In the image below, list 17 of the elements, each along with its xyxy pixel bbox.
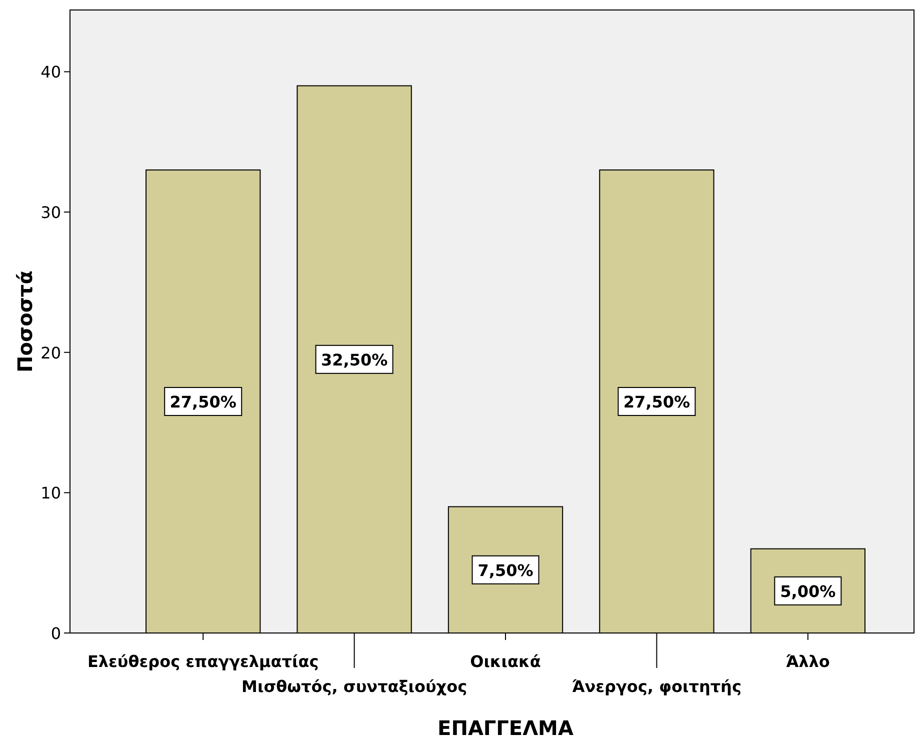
y-tick-label: 0 <box>50 624 61 643</box>
x-tick-label: Ελεύθερος επαγγελματίας <box>87 652 319 671</box>
annotation: 5,00% <box>780 582 836 601</box>
y-tick-label: 10 <box>40 484 61 503</box>
annotation: 32,50% <box>320 350 388 370</box>
x-tick-label: Άνεργος, φοιτητής <box>572 677 742 696</box>
annotation: 27,50% <box>170 392 236 412</box>
x-tick-label: Άλλο <box>786 652 830 671</box>
y-tick-label: 40 <box>40 62 61 82</box>
y-tick-label: 30 <box>40 203 61 222</box>
annotation: 27,50% <box>623 392 690 412</box>
x-axis-title: ΕΠΑΓΓΕΛΜΑ <box>438 716 574 740</box>
x-tick-label: Μισθωτός, συνταξιούχος <box>242 677 468 696</box>
x-tick-label: Οικιακά <box>470 652 541 671</box>
annotation: 7,50% <box>478 560 534 580</box>
y-tick-label: 20 <box>40 343 61 362</box>
y-axis-title: Ποσοστά <box>13 270 37 372</box>
